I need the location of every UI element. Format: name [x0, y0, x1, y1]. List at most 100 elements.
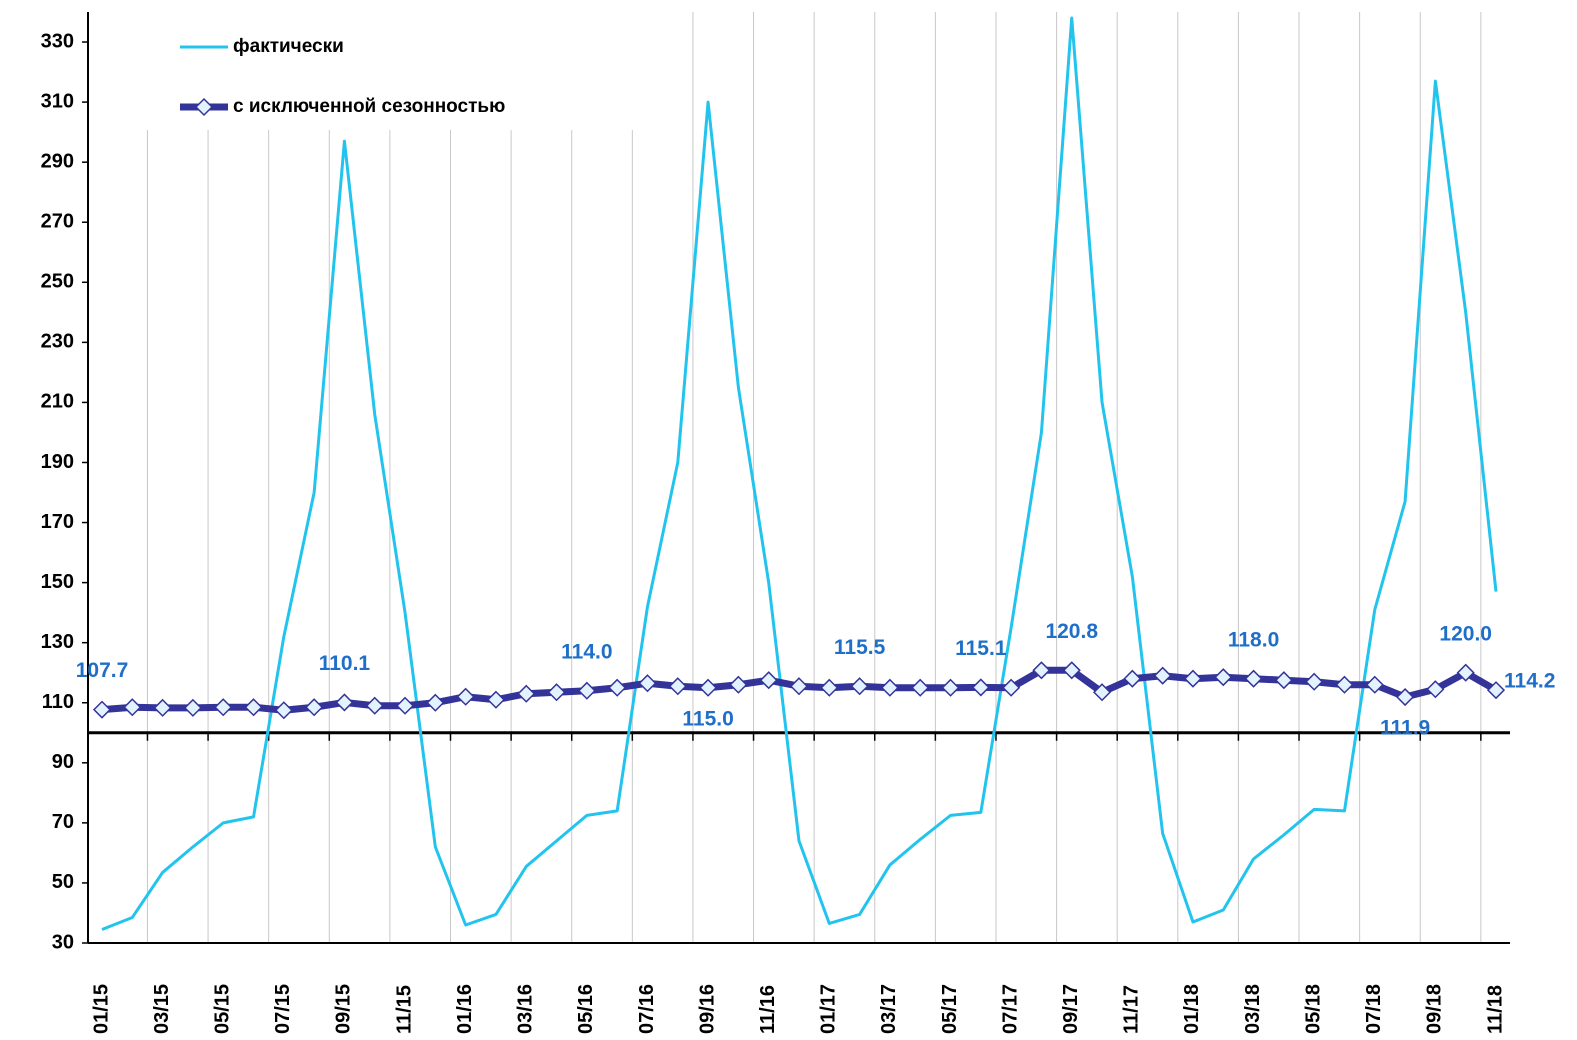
marker — [1214, 668, 1233, 687]
marker — [850, 677, 869, 696]
x-tick-label: 07/15 — [272, 984, 294, 1034]
x-tick-label: 01/18 — [1181, 984, 1203, 1034]
x-tick-label: 01/15 — [90, 984, 112, 1034]
marker — [517, 684, 536, 703]
x-tick-label: 09/16 — [696, 984, 718, 1034]
value-label: 107.7 — [76, 659, 129, 682]
legend: фактически с исключенной сезонностью — [89, 12, 689, 130]
marker — [486, 690, 506, 709]
value-label: 111.9 — [1380, 717, 1430, 740]
value-label: 120.0 — [1439, 622, 1492, 645]
marker — [547, 683, 566, 702]
x-tick-label: 11/18 — [1484, 985, 1506, 1034]
marker — [820, 678, 839, 697]
marker — [880, 678, 899, 697]
marker — [274, 701, 293, 720]
y-tick-label: 50 — [52, 871, 74, 893]
y-tick-label: 90 — [52, 751, 74, 773]
x-tick-label: 07/16 — [636, 984, 658, 1034]
legend-label: фактически — [233, 36, 344, 57]
y-tick-label: 190 — [41, 451, 74, 473]
value-label: 114.2 — [1504, 670, 1555, 693]
y-tick-label: 250 — [41, 271, 74, 293]
marker — [941, 678, 960, 697]
y-tick-label: 310 — [41, 90, 74, 112]
y-tick-label: 270 — [41, 211, 74, 233]
marker — [608, 678, 627, 697]
x-tick-label: 07/17 — [999, 984, 1021, 1034]
marker — [123, 698, 142, 717]
y-tick-label: 230 — [41, 331, 74, 353]
marker — [305, 698, 324, 717]
y-tick-label: 150 — [41, 571, 74, 593]
x-tick-label: 01/16 — [454, 984, 476, 1034]
x-tick-label: 11/17 — [1121, 985, 1143, 1034]
marker — [1365, 675, 1384, 694]
x-tick-label: 11/15 — [393, 985, 415, 1034]
x-tick-label: 09/17 — [1060, 984, 1082, 1034]
marker — [1396, 687, 1415, 707]
x-tick-label: 05/15 — [211, 984, 233, 1034]
x-tick-label: 05/18 — [1302, 984, 1324, 1034]
value-label: 115.0 — [682, 707, 733, 730]
marker — [183, 698, 202, 717]
x-tick-label: 03/16 — [515, 984, 537, 1034]
marker — [911, 678, 930, 697]
marker — [1274, 671, 1293, 690]
value-label: 118.0 — [1228, 628, 1279, 651]
marker — [395, 696, 415, 715]
marker — [456, 687, 475, 706]
y-tick-label: 210 — [41, 391, 74, 413]
series-line — [101, 16, 1498, 931]
marker — [426, 693, 445, 712]
marker — [1032, 661, 1051, 680]
marker — [1426, 680, 1445, 699]
marker — [668, 677, 687, 696]
marker — [1002, 678, 1021, 697]
y-tick-label: 30 — [52, 931, 74, 953]
marker — [1335, 675, 1354, 694]
value-label: 114.0 — [561, 640, 612, 663]
marker — [1486, 681, 1506, 700]
marker — [153, 698, 172, 717]
marker — [1062, 661, 1081, 680]
x-tick-label: 09/18 — [1424, 984, 1446, 1034]
marker — [1456, 663, 1475, 682]
y-tick-label: 290 — [41, 150, 74, 172]
marker — [335, 693, 354, 712]
value-label: 110.1 — [319, 652, 371, 675]
marker — [638, 674, 657, 693]
marker — [214, 698, 233, 717]
y-tick-label: 110 — [42, 691, 74, 713]
y-tick-label: 170 — [41, 511, 74, 533]
value-label: 115.1 — [955, 637, 1007, 660]
marker — [729, 675, 748, 694]
marker — [92, 700, 112, 719]
x-tick-label: 03/15 — [151, 984, 173, 1034]
value-label: 120.8 — [1045, 620, 1098, 643]
x-tick-label: 03/17 — [878, 984, 900, 1034]
marker — [759, 671, 778, 690]
marker — [1244, 669, 1263, 688]
legend-marker — [194, 97, 214, 117]
marker — [1092, 683, 1112, 702]
marker — [971, 678, 990, 697]
marker — [1123, 669, 1142, 688]
marker — [1153, 666, 1172, 685]
x-tick-label: 11/16 — [757, 985, 779, 1034]
x-tick-label: 09/15 — [333, 984, 355, 1034]
x-tick-label: 07/18 — [1363, 984, 1385, 1034]
x-tick-label: 03/18 — [1242, 984, 1264, 1034]
marker — [699, 678, 718, 697]
marker — [577, 681, 596, 700]
marker — [365, 696, 384, 715]
x-tick-label: 01/17 — [818, 984, 840, 1034]
value-label: 115.5 — [834, 636, 886, 659]
y-tick-label: 70 — [52, 811, 74, 833]
marker — [244, 698, 263, 717]
y-tick-label: 130 — [41, 631, 74, 653]
marker — [1183, 669, 1203, 688]
marker — [789, 677, 809, 696]
y-tick-label: 330 — [41, 30, 74, 52]
